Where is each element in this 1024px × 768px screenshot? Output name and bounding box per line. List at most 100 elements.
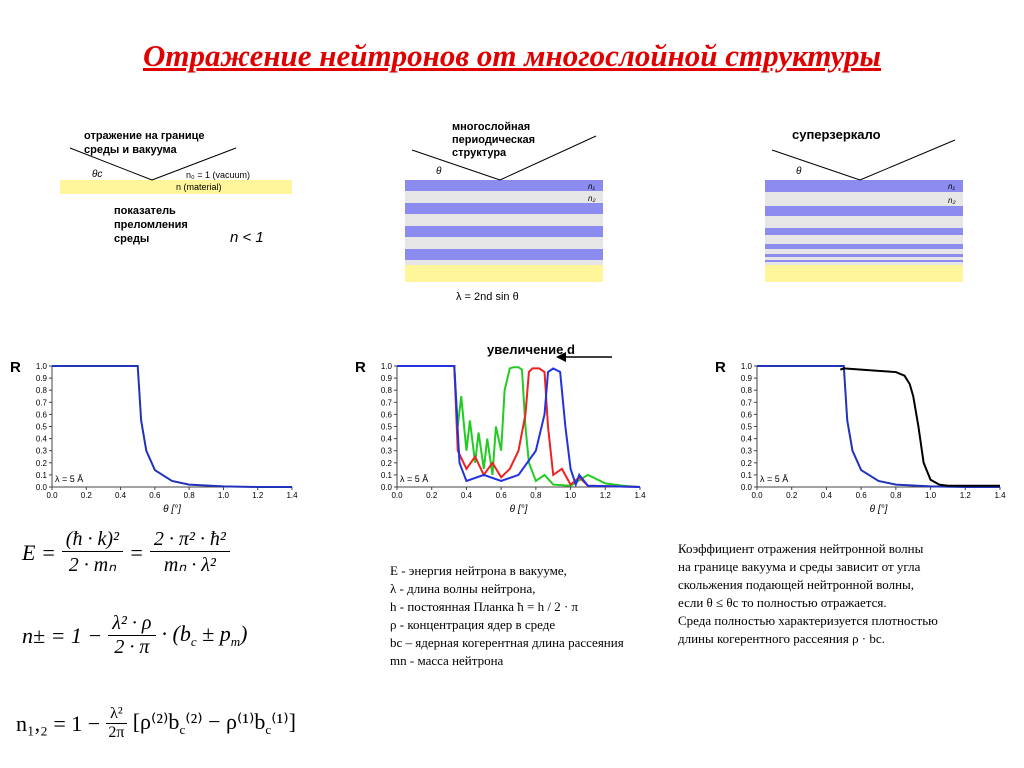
label: n₀ = 1 (vacuum) [186,170,250,180]
formula-part: ± p [196,621,231,646]
numerator: (ħ · k)² [61,528,123,552]
x-tick-label: 1.2 [600,491,612,500]
y-tick-label: 0.1 [36,471,48,480]
curve [397,365,641,488]
y-tick-label: 0.9 [381,374,393,383]
fraction: (ħ · k)² 2 · mₙ [61,528,123,577]
y-axis-label: R [355,359,366,376]
y-tick-label: 1.0 [381,362,393,371]
layer [405,203,603,214]
curve [839,367,1000,487]
y-tick-label: 0.5 [741,423,753,432]
label: среды и вакуума [84,144,178,156]
y-tick-label: 0.1 [381,471,393,480]
numerator: λ² [106,705,127,724]
ray [859,139,956,181]
numerator: 2 · π² · ħ² [149,528,230,552]
denominator: 2 · π [114,636,150,658]
text-line: h - постоянная Планка ħ = h / 2 · π [390,599,579,614]
label: θ [796,166,802,177]
formula-part: E = [22,539,56,565]
text-line: скольжения подающей нейтронной волны, [678,577,915,592]
label: n (material) [176,182,222,192]
curve [397,365,641,488]
x-tick-label: 1.0 [925,491,937,500]
label: n₁ [948,182,955,191]
y-tick-label: 0.5 [36,423,48,432]
formula-sub: c [190,634,197,649]
formula-sub: m [230,634,241,649]
text-line: Коэффициент отражения нейтронной волны [678,541,924,556]
label: многослойная [452,121,530,133]
formula-part: = [129,539,144,565]
title-text: Отражение нейтронов от многослойной стру… [142,38,882,73]
x-tick-label: 0.2 [81,491,93,500]
formula-energy: E = (ħ · k)² 2 · mₙ = 2 · π² · ħ² mₙ · λ² [22,528,230,577]
ray [771,149,861,181]
annotation: λ = 5 Å [760,474,788,484]
formula-index12: n₁,₂ = 1 − λ² 2π [ρ⁽²⁾bc⁽²⁾ − ρ⁽¹⁾bc⁽¹⁾] [16,705,296,742]
x-tick-label: 1.2 [960,491,972,500]
arrow-label: увеличение d [487,342,575,357]
text-line: если θ ≤ θc то полностью отражается. [678,595,887,610]
formula-sub: c [265,722,272,737]
x-axis-label: θ [°] [163,504,181,515]
x-tick-label: 0.6 [149,491,161,500]
label: n₂ [948,196,956,205]
label: периодическая [452,134,535,146]
y-tick-label: 0.0 [741,483,753,492]
denominator: 2π [108,724,125,741]
text-line: λ - длина волны нейтрона, [390,581,536,596]
y-tick-label: 0.6 [381,410,393,419]
y-tick-label: 0.6 [36,410,48,419]
title: Отражение нейтронов от многослойной стру… [0,38,1024,74]
label: θc [92,169,102,180]
ray [69,147,153,181]
formula-tail: · (bc ± pm) [162,621,248,650]
y-tick-label: 0.2 [741,459,753,468]
ray [499,135,597,181]
layer [765,244,963,249]
layer [405,249,603,260]
formula-part: [ρ⁽²⁾b [132,709,180,734]
formula-part: n± = 1 − [22,622,103,648]
label: θ [436,166,442,177]
numerator: λ² · ρ [108,612,156,636]
x-tick-label: 0.0 [751,491,763,500]
annotation: λ = 5 Å [400,474,428,484]
y-tick-label: 0.8 [741,386,753,395]
x-tick-label: 0.2 [786,491,798,500]
y-tick-label: 0.7 [381,398,393,407]
x-tick-label: 0.2 [426,491,438,500]
y-axis-label: R [715,359,726,376]
x-tick-label: 0.8 [530,491,542,500]
y-tick-label: 0.7 [741,398,753,407]
y-tick-label: 0.4 [741,435,753,444]
formula-part: ⁽²⁾ − ρ⁽¹⁾b [185,709,266,734]
text-line: mn - масса нейтрона [390,653,504,668]
label: преломления [114,219,188,231]
y-tick-label: 0.7 [36,398,48,407]
y-tick-label: 0.4 [36,435,48,444]
formula-part: n₁,₂ = 1 − [16,710,101,736]
text-line: bc – ядерная когерентная длина рассеяния [390,635,624,650]
y-axis-label: R [10,359,21,376]
text-line: E - энергия нейтрона в вакууме, [390,563,567,578]
label: λ = 2nd sin θ [456,291,519,303]
curve [52,365,292,488]
y-tick-label: 0.3 [741,447,753,456]
text-line: ρ - концентрация ядер в среде [390,617,556,632]
x-axis-label: θ [°] [870,504,888,515]
y-tick-label: 0.5 [381,423,393,432]
label: суперзеркало [792,127,881,142]
x-tick-label: 0.0 [46,491,58,500]
x-tick-label: 0.6 [856,491,868,500]
y-tick-label: 0.1 [741,471,753,480]
ray [411,149,501,181]
x-tick-label: 1.4 [994,491,1006,500]
x-tick-label: 0.6 [496,491,508,500]
